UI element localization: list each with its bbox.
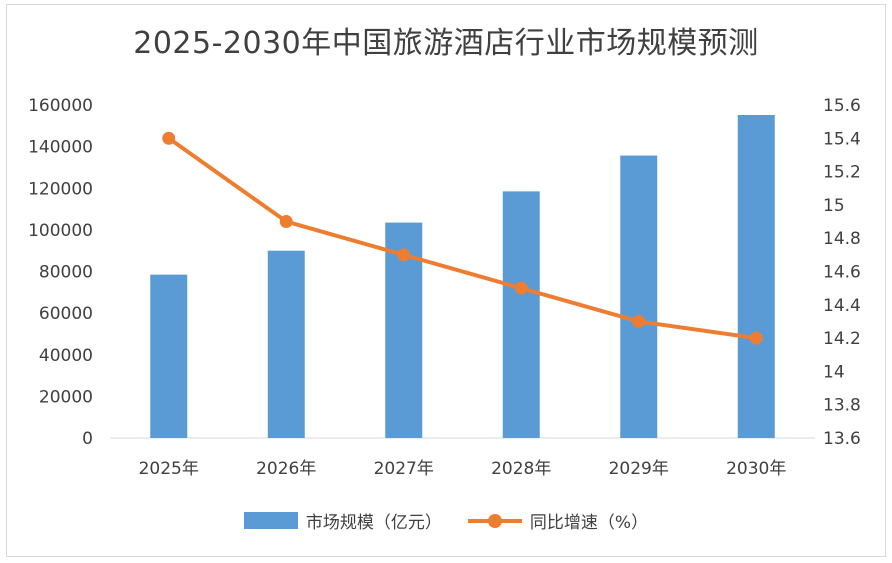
left-axis-tick-label: 80000 xyxy=(39,263,93,283)
right-axis-tick-label: 14.6 xyxy=(823,263,861,283)
x-axis-tick-label: 2025年 xyxy=(139,459,199,479)
left-axis-tick-label: 120000 xyxy=(28,179,93,199)
growth-point xyxy=(279,215,293,229)
legend-line-label: 同比增速（%） xyxy=(529,513,649,533)
legend-line-swatch xyxy=(467,512,522,529)
legend-item-line: 同比增速（%） xyxy=(467,508,649,533)
bar xyxy=(502,191,540,438)
x-axis-tick-label: 2030年 xyxy=(726,459,786,479)
left-axis-tick-label: 160000 xyxy=(28,96,93,116)
left-axis-tick-label: 100000 xyxy=(28,221,93,241)
x-axis-ticks: 2025年 2026年 2027年 2028年 2029年 2030年 xyxy=(139,459,787,479)
left-axis-tick-label: 60000 xyxy=(39,304,93,324)
growth-line xyxy=(166,136,759,341)
chart-title: 2025-2030年中国旅游酒店行业市场规模预测 xyxy=(133,26,759,61)
right-axis-tick-label: 14.8 xyxy=(823,229,861,249)
bar xyxy=(620,155,658,438)
legend: 市场规模（亿元） 同比增速（%） xyxy=(0,508,892,533)
legend-item-bar: 市场规模（亿元） xyxy=(243,508,442,533)
x-axis-tick-label: 2029年 xyxy=(609,459,669,479)
right-axis-tick-label: 15.2 xyxy=(823,163,861,183)
legend-bar-label: 市场规模（亿元） xyxy=(305,513,442,533)
x-axis-tick-label: 2028年 xyxy=(491,459,551,479)
right-axis-tick-label: 15.6 xyxy=(823,96,861,116)
bar xyxy=(267,250,305,438)
growth-point xyxy=(749,331,763,345)
bar xyxy=(150,274,188,438)
left-axis-tick-label: 20000 xyxy=(39,387,93,407)
growth-point xyxy=(162,131,176,145)
bar xyxy=(737,114,775,439)
x-axis-tick-label: 2027年 xyxy=(374,459,434,479)
bar-series xyxy=(150,114,775,439)
growth-point xyxy=(397,248,411,262)
right-axis-tick-label: 14.4 xyxy=(823,296,861,316)
x-axis-tick-label: 2026年 xyxy=(256,459,316,479)
legend-bar-swatch xyxy=(243,512,298,529)
right-axis-ticks: 13.6 13.8 14 14.2 14.4 14.6 14.8 15 15.2 15.4 15.6 xyxy=(823,96,861,449)
right-axis-tick-label: 13.6 xyxy=(823,429,861,449)
right-axis-tick-label: 15.4 xyxy=(823,129,861,149)
growth-line-series xyxy=(162,131,763,345)
right-axis-tick-label: 15 xyxy=(823,196,845,216)
left-axis-ticks: 0 20000 40000 60000 80000 100000 120000 140000 1… xyxy=(28,96,93,449)
right-axis-tick-label: 13.8 xyxy=(823,396,861,416)
left-axis-tick-label: 0 xyxy=(82,429,93,449)
left-axis-tick-label: 140000 xyxy=(28,138,93,158)
right-axis-tick-label: 14 xyxy=(823,362,845,382)
growth-point xyxy=(514,281,528,295)
right-axis-tick-label: 14.2 xyxy=(823,329,861,349)
left-axis-tick-label: 40000 xyxy=(39,346,93,366)
growth-point xyxy=(632,314,646,328)
